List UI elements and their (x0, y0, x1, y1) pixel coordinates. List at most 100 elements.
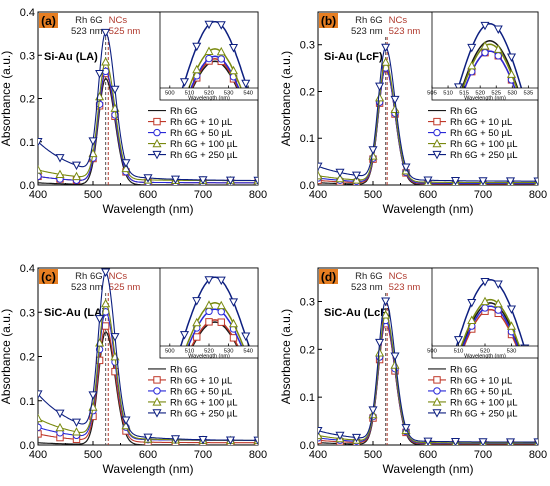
data-point (170, 435, 181, 444)
legend-marker (152, 397, 162, 406)
x-tick-label: 600 (139, 449, 157, 461)
legend-marker (432, 150, 442, 160)
x-tick-label: 400 (309, 449, 327, 461)
inset-x-tick-label: 520 (475, 91, 485, 97)
data-point (71, 171, 82, 181)
y-axis-label: Absorbance (a.u.) (279, 51, 293, 146)
inset-x-tick-label: 520 (204, 91, 214, 97)
legend-entry: Rh 6G + 50 µL (170, 386, 232, 397)
y-tick-label: 0.4 (20, 7, 35, 19)
inset-x-tick-label: 540 (243, 349, 253, 355)
legend-marker (432, 409, 442, 418)
x-tick-label: 500 (84, 449, 102, 461)
data-point (38, 430, 42, 438)
data-point (368, 151, 378, 160)
inset-data-point (506, 305, 517, 314)
sample-title: SiC-Au (LcF) (324, 307, 391, 319)
data-point (55, 154, 65, 163)
dye-peak-wavelength: 523 nm (71, 26, 103, 37)
inset-data-point (193, 333, 201, 341)
inset-data-point (217, 55, 225, 63)
data-point (478, 438, 488, 445)
data-point (381, 310, 391, 319)
inset-data-point (442, 391, 448, 397)
inset-x-tick-label: 510 (454, 349, 464, 355)
inset-series (179, 20, 251, 88)
inset-chart: 505 510 515 520 525 530 535 Wavelength (nm) (427, 11, 539, 176)
inset-data-point (243, 359, 249, 365)
nc-peak-wavelength: 525 nm (109, 26, 141, 37)
data-point (55, 169, 65, 179)
data-point (170, 175, 181, 185)
inset-data-point (522, 113, 528, 119)
data-point (533, 438, 538, 445)
panel-label-box (319, 13, 338, 28)
legend-marker (433, 387, 441, 395)
legend-marker (153, 128, 161, 137)
data-point (95, 69, 105, 79)
y-tick-label: 0.2 (20, 352, 35, 364)
data-point (375, 92, 385, 102)
inset-data-point (481, 48, 489, 57)
inset-data-point (217, 318, 225, 326)
data-point (375, 82, 385, 92)
y-tick-label: 0.2 (20, 94, 35, 106)
data-point (38, 423, 42, 431)
inset-data-point (428, 164, 435, 171)
dye-peak-label: Rh 6G (355, 271, 382, 282)
x-tick-label: 500 (364, 449, 382, 461)
x-tick-label: 700 (194, 189, 212, 201)
series-group (38, 268, 258, 445)
inset-data-point (480, 21, 490, 31)
inset-data-point (204, 20, 214, 30)
inset-data-point (192, 317, 202, 327)
data-point (110, 85, 120, 95)
data-point (101, 298, 111, 308)
data-point (375, 347, 385, 357)
inset-data-point (493, 280, 503, 289)
x-tick-label: 400 (309, 189, 327, 201)
inset-data-point (521, 108, 528, 115)
data-point (533, 177, 538, 185)
legend-entry: Rh 6G + 50 µL (170, 128, 232, 139)
legend-entry: Rh 6G + 250 µL (450, 150, 518, 161)
inset-data-point (216, 46, 226, 56)
data-point (401, 424, 411, 433)
y-tick-label: 0.1 (300, 133, 315, 145)
data-point (101, 322, 110, 330)
legend-entry: Rh 6G (450, 106, 477, 117)
dye-peak-label: Rh 6G (355, 15, 382, 26)
inset-data-point (428, 169, 435, 176)
inset-data-point (428, 420, 435, 427)
data-point (110, 333, 120, 342)
y-tick-label: 0.0 (300, 180, 315, 192)
inset-data-point (228, 43, 239, 53)
data-point (318, 426, 323, 436)
legend-entry: Rh 6G + 250 µL (450, 408, 518, 419)
data-point (71, 427, 82, 436)
inset-data-point (467, 299, 477, 308)
x-tick-label: 600 (139, 189, 157, 201)
legend-entry: Rh 6G + 10 µL (170, 117, 232, 128)
data-point (390, 95, 400, 105)
inset-data-point (217, 308, 225, 316)
data-point (198, 436, 208, 445)
y-axis-label: Absorbance (a.u.) (0, 51, 13, 146)
legend-marker (152, 150, 162, 160)
inset-x-tick-label: 510 (185, 91, 195, 97)
inset-data-point (480, 296, 490, 306)
legend-entry: Rh 6G + 10 µL (170, 375, 232, 386)
data-point (101, 268, 111, 278)
nc-peak-label: NCs (109, 271, 128, 282)
legend-marker (433, 376, 441, 384)
legend-marker (153, 376, 161, 384)
data-point (390, 352, 400, 361)
y-tick-label: 0.0 (300, 440, 315, 452)
inset-data-point (522, 113, 528, 119)
y-tick-label: 0.1 (20, 396, 35, 408)
y-tick-label: 0.1 (300, 392, 315, 404)
inset-data-point (493, 25, 503, 34)
inset-data-point (228, 65, 239, 75)
data-point (318, 162, 323, 172)
